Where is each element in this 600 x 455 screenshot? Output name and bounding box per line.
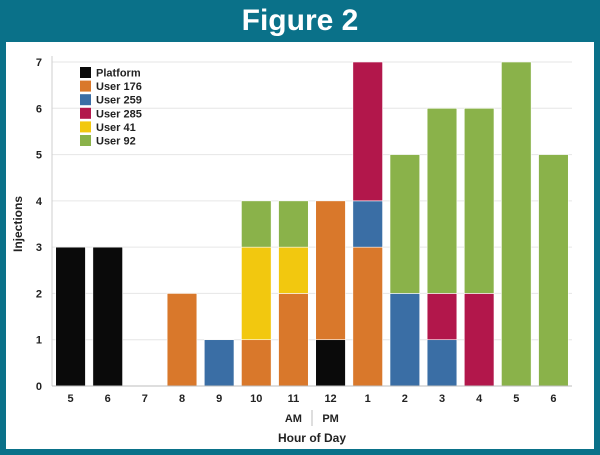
x-axis-title: Hour of Day [278, 431, 346, 445]
legend-swatch [80, 135, 91, 146]
y-tick-label: 2 [36, 288, 42, 300]
legend-label: User 285 [96, 108, 142, 120]
bar-segment [426, 339, 458, 387]
bar-segment [315, 339, 346, 387]
bar-segment [426, 293, 458, 341]
bar-segment [241, 200, 272, 248]
bar-segment [501, 61, 532, 387]
y-tick-label: 1 [36, 335, 42, 347]
bar-segment [389, 293, 421, 387]
bar-segment [389, 154, 421, 294]
legend-swatch [80, 107, 91, 119]
x-tick-label: 11 [288, 393, 300, 405]
x-tick-label: 6 [105, 393, 111, 405]
legend-swatch [80, 80, 91, 92]
am-label: AM [285, 413, 302, 425]
x-tick-label: 5 [513, 393, 519, 405]
legend-swatch [80, 67, 91, 78]
x-tick-label: 6 [550, 393, 556, 405]
x-tick-label: 4 [476, 393, 483, 405]
legend-label: User 259 [96, 95, 142, 107]
legend-label: Platform [96, 68, 141, 80]
bar-segment [352, 200, 383, 248]
bar-segment [426, 107, 458, 294]
legend-label: User 176 [96, 81, 142, 93]
x-tick-label: 2 [402, 393, 408, 405]
legend-swatch [80, 94, 91, 106]
y-tick-label: 7 [36, 57, 42, 69]
x-tick-label: 8 [179, 393, 185, 405]
bar-segment [241, 339, 272, 387]
bar-segment [55, 246, 86, 387]
figure-title: Figure 2 [0, 0, 600, 42]
x-tick-label: 3 [439, 393, 445, 405]
bar-segment [203, 339, 235, 387]
bar-segment [463, 293, 495, 387]
bar-segment [315, 200, 346, 341]
bar-segment [352, 246, 383, 387]
bar-segment [241, 246, 272, 341]
x-tick-label: 1 [365, 393, 371, 405]
bar-segment [538, 154, 569, 387]
legend-label: User 41 [96, 122, 136, 134]
y-axis-title: Injections [11, 196, 25, 252]
y-tick-label: 5 [36, 150, 42, 162]
bar-segment [278, 246, 309, 294]
legend-swatch [80, 121, 91, 133]
x-tick-label: 9 [216, 393, 222, 405]
legend-label: User 92 [96, 136, 136, 148]
bar-segment [278, 200, 309, 248]
bar-segment [352, 61, 383, 202]
x-tick-label: 5 [68, 393, 74, 405]
x-tick-label: 7 [142, 393, 148, 405]
x-tick-label: 12 [324, 393, 336, 405]
pm-label: PM [322, 413, 339, 425]
y-tick-label: 6 [36, 103, 42, 115]
y-tick-label: 3 [36, 242, 42, 254]
y-tick-label: 4 [36, 196, 43, 208]
x-tick-label: 10 [250, 393, 262, 405]
bar-segment [92, 246, 123, 387]
bar-segment [278, 293, 309, 387]
bar-segment [166, 293, 198, 387]
bar-segment [463, 107, 495, 294]
y-tick-label: 0 [36, 381, 42, 393]
